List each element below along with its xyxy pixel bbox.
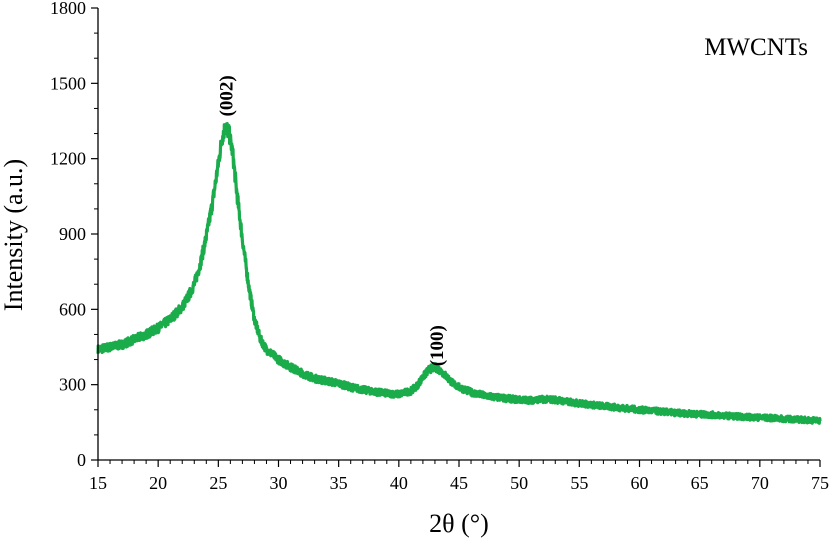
xrd-series-line [96, 122, 822, 425]
x-tick-label-20: 20 [149, 473, 167, 493]
peak-label-002: (002) [217, 75, 238, 116]
y-tick-label-900: 900 [59, 224, 86, 244]
peak-label-100: (100) [427, 325, 448, 366]
x-tick-label-30: 30 [270, 473, 288, 493]
x-tick-label-65: 65 [691, 473, 709, 493]
x-tick-label-75: 75 [811, 473, 829, 493]
y-tick-label-1200: 1200 [50, 149, 86, 169]
y-tick-label-1500: 1500 [50, 73, 86, 93]
x-tick-label-15: 15 [89, 473, 107, 493]
x-tick-label-50: 50 [510, 473, 528, 493]
x-tick-label-25: 25 [209, 473, 227, 493]
x-tick-label-45: 45 [450, 473, 468, 493]
y-axis-label: Intensity (a.u.) [0, 159, 28, 311]
ticks-layer: 15 20 25 30 35 40 45 50 55 60 65 70 75 0 300 600 900 1200… [50, 0, 829, 493]
y-tick-label-0: 0 [77, 450, 86, 470]
x-tick-label-35: 35 [330, 473, 348, 493]
x-tick-label-55: 55 [570, 473, 588, 493]
y-tick-label-300: 300 [59, 375, 86, 395]
y-tick-label-600: 600 [59, 299, 86, 319]
x-tick-label-70: 70 [751, 473, 769, 493]
y-tick-label-1800: 1800 [50, 0, 86, 18]
x-axis-label: 2θ (°) [429, 509, 489, 538]
series-layer [96, 122, 822, 425]
x-tick-label-40: 40 [390, 473, 408, 493]
sample-label: MWCNTs [704, 34, 808, 61]
x-tick-label-60: 60 [631, 473, 649, 493]
labels-layer: 2θ (°) Intensity (a.u.) (002) (100) MWCN… [0, 34, 808, 538]
